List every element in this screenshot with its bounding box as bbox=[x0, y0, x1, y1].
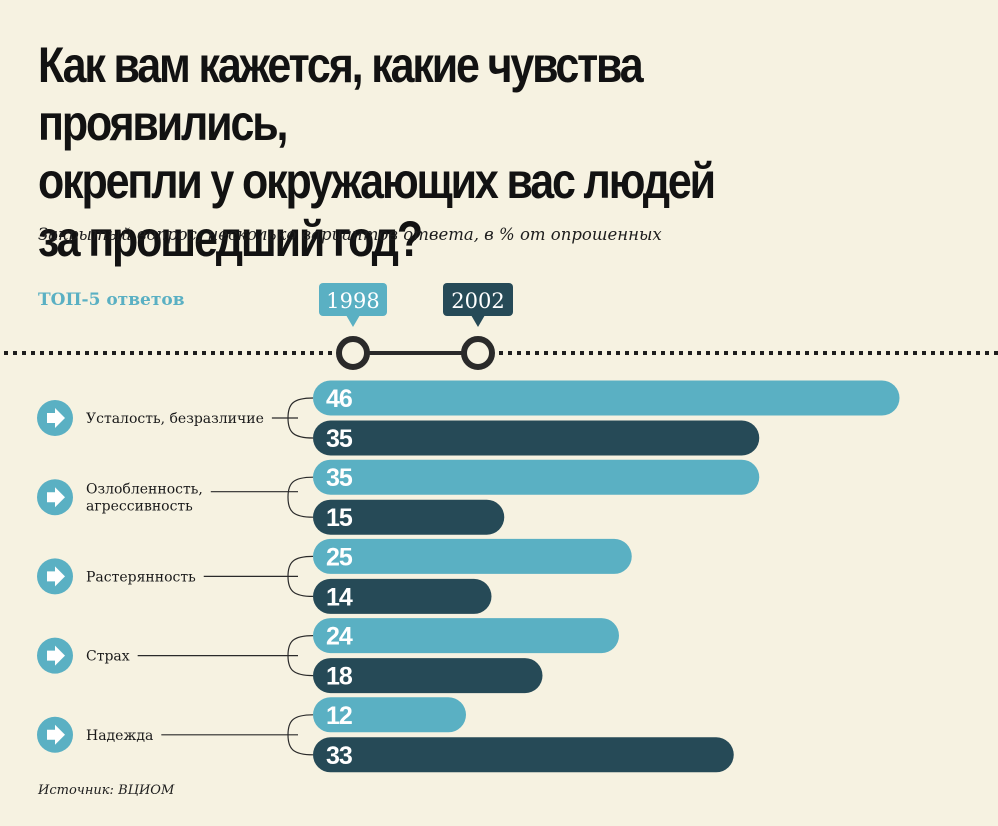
legend-1998-marker bbox=[336, 336, 370, 370]
category-5-label: Надежда bbox=[86, 728, 153, 744]
category-5-bar-2002 bbox=[313, 737, 734, 773]
title-line-3: за прошедший год? bbox=[38, 211, 423, 267]
category-1-value-1998: 46 bbox=[326, 385, 352, 413]
legend-2002-pointer bbox=[471, 315, 485, 327]
legend-2002-marker bbox=[461, 336, 495, 370]
legend-1998-label: 1998 bbox=[326, 289, 379, 313]
top5-label: ТОП-5 ответов bbox=[38, 290, 185, 310]
category-3-arrow-glyph bbox=[47, 566, 65, 587]
category-1-bar-2002 bbox=[313, 420, 760, 456]
category-2-arrow-glyph bbox=[47, 487, 65, 508]
chart-subtitle: Закрытый вопрос, несколько вариантов отв… bbox=[38, 225, 662, 244]
category-1-arrow-glyph bbox=[47, 408, 65, 428]
category-4-bracket bbox=[287, 635, 314, 677]
legend-1998-box bbox=[319, 283, 387, 316]
legend-2002-label: 2002 bbox=[451, 289, 504, 313]
category-5-arrow-glyph bbox=[47, 724, 65, 745]
category-4-value-1998: 24 bbox=[326, 623, 353, 651]
category-1-value-2002: 35 bbox=[326, 425, 353, 453]
legend-1998-pointer bbox=[346, 315, 360, 327]
category-3-value-2002: 14 bbox=[326, 583, 353, 611]
title-line-1: Как вам кажется, какие чувства проявилис… bbox=[38, 37, 644, 151]
category-5-bracket bbox=[287, 714, 314, 756]
category-4-bar-1998 bbox=[313, 618, 619, 654]
category-2-bar-1998 bbox=[313, 459, 760, 495]
category-4-arrow-glyph bbox=[47, 645, 65, 666]
category-3-bracket bbox=[287, 555, 314, 597]
category-3-bar-1998 bbox=[313, 538, 632, 574]
category-3-label: Растерянность bbox=[86, 569, 196, 585]
category-4-bar-2002 bbox=[313, 658, 543, 694]
chart-title: Как вам кажется, какие чувства проявилис… bbox=[38, 36, 846, 268]
category-2-label-line-1: Озлобленность, bbox=[86, 482, 203, 498]
category-4-label: Страх bbox=[86, 649, 130, 665]
category-5-value-1998: 12 bbox=[326, 702, 352, 730]
title-line-2: окрепли у окружающих вас людей bbox=[38, 153, 716, 209]
category-1-bracket bbox=[287, 397, 314, 439]
category-2-value-1998: 35 bbox=[326, 464, 353, 492]
category-2-value-2002: 15 bbox=[326, 504, 353, 532]
legend-2002-box bbox=[443, 283, 513, 316]
category-4-value-2002: 18 bbox=[326, 663, 353, 691]
category-2-label-line-2: агрессивность bbox=[86, 499, 193, 515]
category-1-bar-1998 bbox=[313, 380, 900, 416]
category-3-value-1998: 25 bbox=[326, 543, 353, 571]
category-5-value-2002: 33 bbox=[326, 742, 352, 770]
category-5-bar-1998 bbox=[313, 697, 466, 733]
source-note: Источник: ВЦИОМ bbox=[38, 783, 175, 798]
category-2-bracket bbox=[287, 476, 314, 518]
category-3-bar-2002 bbox=[313, 578, 492, 614]
category-1-label: Усталость, безразличие bbox=[86, 411, 264, 427]
category-2-bar-2002 bbox=[313, 499, 505, 535]
